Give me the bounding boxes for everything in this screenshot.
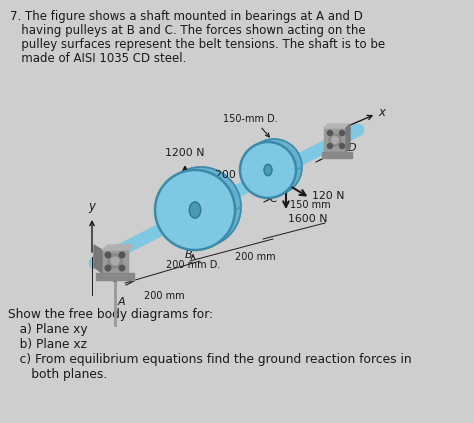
Ellipse shape — [190, 202, 201, 218]
Polygon shape — [102, 245, 134, 250]
Circle shape — [105, 252, 111, 258]
Ellipse shape — [108, 254, 122, 268]
Text: B: B — [185, 250, 193, 260]
Text: D: D — [348, 143, 356, 153]
Ellipse shape — [111, 257, 119, 265]
Text: having pulleys at B and C. The forces shown acting on the: having pulleys at B and C. The forces sh… — [10, 24, 365, 37]
Text: 200 mm: 200 mm — [144, 291, 185, 301]
Polygon shape — [94, 245, 102, 273]
Text: y: y — [89, 200, 95, 213]
Polygon shape — [322, 152, 352, 158]
Circle shape — [339, 143, 345, 148]
Polygon shape — [346, 124, 350, 152]
Text: 200 mm: 200 mm — [235, 252, 275, 262]
Text: made of AISI 1035 CD steel.: made of AISI 1035 CD steel. — [10, 52, 186, 65]
Text: 120 N: 120 N — [312, 191, 345, 201]
Text: 1600 N: 1600 N — [288, 214, 328, 224]
Polygon shape — [102, 250, 128, 273]
Circle shape — [339, 131, 345, 135]
Ellipse shape — [246, 139, 302, 195]
Text: 150 mm: 150 mm — [290, 200, 331, 210]
Ellipse shape — [155, 170, 235, 250]
Circle shape — [328, 143, 332, 148]
Text: z: z — [110, 261, 116, 271]
Polygon shape — [96, 273, 134, 280]
Polygon shape — [324, 124, 350, 128]
Ellipse shape — [264, 165, 272, 176]
Text: both planes.: both planes. — [8, 368, 107, 381]
Circle shape — [105, 265, 111, 271]
Text: 200 mm D.: 200 mm D. — [166, 260, 220, 270]
Polygon shape — [324, 128, 346, 152]
Ellipse shape — [240, 142, 296, 198]
Circle shape — [119, 265, 125, 271]
Text: 200 N: 200 N — [215, 170, 247, 180]
Text: C: C — [270, 194, 278, 204]
Ellipse shape — [329, 134, 341, 146]
Text: b) Plane xz: b) Plane xz — [8, 338, 87, 351]
Text: 1200 N: 1200 N — [165, 148, 204, 158]
Circle shape — [328, 131, 332, 135]
Ellipse shape — [331, 137, 338, 143]
Text: x: x — [378, 105, 385, 118]
Ellipse shape — [161, 167, 241, 247]
Text: Show the free body diagrams for:: Show the free body diagrams for: — [8, 308, 213, 321]
Text: 7. The figure shows a shaft mounted in bearings at A and D: 7. The figure shows a shaft mounted in b… — [10, 10, 363, 23]
Text: 150-mm D.: 150-mm D. — [223, 114, 277, 124]
Text: pulley surfaces represent the belt tensions. The shaft is to be: pulley surfaces represent the belt tensi… — [10, 38, 385, 51]
Text: c) From equilibrium equations find the ground reaction forces in: c) From equilibrium equations find the g… — [8, 353, 411, 366]
Text: a) Plane xy: a) Plane xy — [8, 323, 88, 336]
Text: A: A — [118, 297, 126, 307]
Circle shape — [119, 252, 125, 258]
